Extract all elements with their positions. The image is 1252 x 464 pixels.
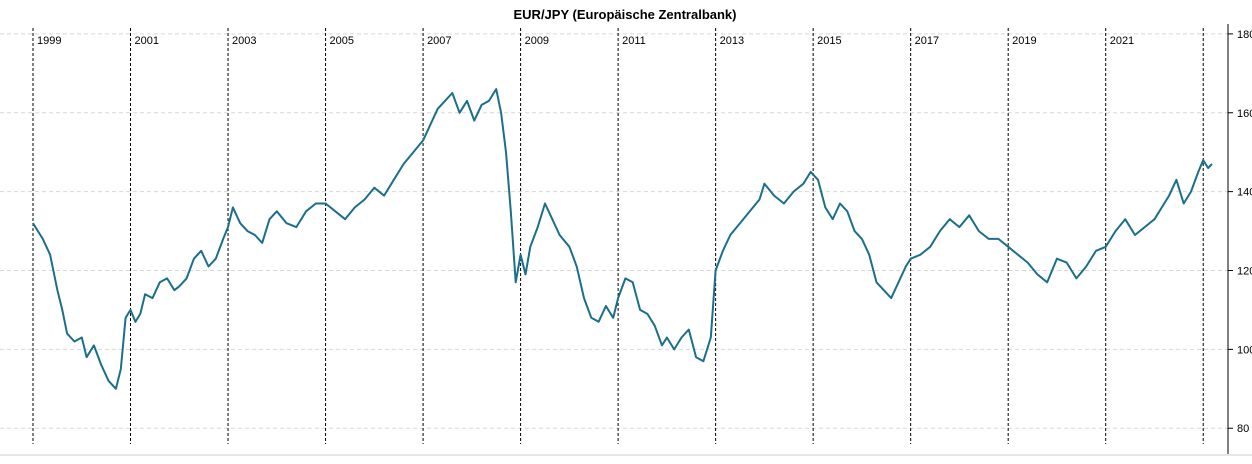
year-label-2001: 2001	[135, 35, 159, 47]
year-label-2015: 2015	[817, 35, 841, 47]
series-line-0	[32, 88, 1213, 390]
y-tick-label-180: 180	[1237, 29, 1252, 41]
year-label-2013: 2013	[720, 35, 744, 47]
chart-title: EUR/JPY (Europäische Zentralbank)	[514, 7, 737, 22]
year-label-2005: 2005	[330, 35, 354, 47]
y-tick-label-80: 80	[1237, 423, 1249, 435]
series-group	[32, 88, 1213, 390]
year-labels: 1999 2001 2003 2005 2007 2009 2011 2013 2015 2017…	[37, 35, 1134, 47]
year-label-2003: 2003	[232, 35, 256, 47]
y-tick-label-120: 120	[1237, 265, 1252, 277]
y-tick-label-140: 140	[1237, 187, 1252, 199]
year-label-2011: 2011	[622, 35, 646, 47]
y-axis: 80 100 120 140 160 180	[1227, 24, 1252, 454]
y-tick-label-100: 100	[1237, 344, 1252, 356]
year-label-2021: 2021	[1110, 35, 1134, 47]
year-lines	[32, 28, 1204, 444]
year-label-2017: 2017	[915, 35, 939, 47]
year-label-2009: 2009	[525, 35, 549, 47]
year-label-2019: 2019	[1012, 35, 1036, 47]
y-tick-label-160: 160	[1237, 108, 1252, 120]
grid-lines	[0, 33, 1228, 429]
year-label-1999: 1999	[37, 35, 61, 47]
year-label-2007: 2007	[427, 35, 451, 47]
